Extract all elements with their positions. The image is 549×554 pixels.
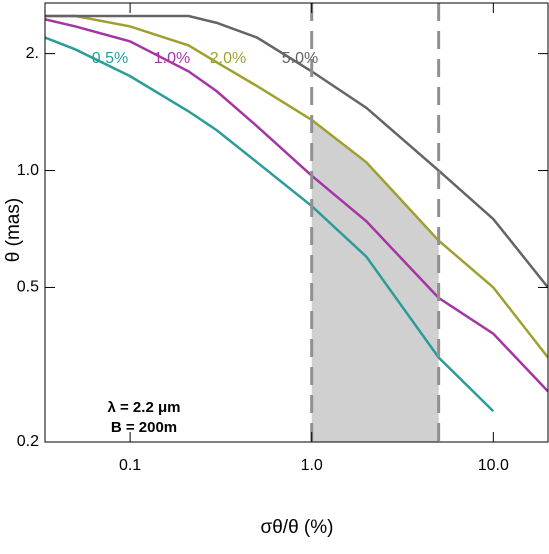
y-tick-label: 0.5: [17, 279, 39, 296]
x-tick-label: 0.1: [119, 457, 141, 474]
legend-label: 2.0%: [210, 50, 246, 67]
line-series: [45, 14, 548, 289]
y-tick-label: 1.0: [17, 162, 39, 179]
y-tick-label: 2.: [26, 45, 39, 62]
line-series: [45, 18, 548, 393]
line-series: [45, 14, 548, 359]
x-tick-label: 1.0: [301, 457, 323, 474]
legend-label: 0.5%: [92, 50, 128, 67]
legend-label: 1.0%: [154, 50, 190, 67]
legend-label: 5.0%: [282, 50, 318, 67]
annotation: B = 200m: [111, 419, 177, 436]
y-axis-label: θ (mas): [3, 198, 24, 262]
shaded-region: [311, 119, 439, 442]
y-tick-label: 0.2: [17, 433, 39, 450]
annotation: λ = 2.2 μm: [108, 399, 181, 416]
line-series: [45, 36, 495, 413]
x-tick-label: 10.0: [478, 457, 509, 474]
x-axis-label: σθ/θ (%): [261, 517, 334, 538]
plot-frame: [44, 2, 549, 443]
